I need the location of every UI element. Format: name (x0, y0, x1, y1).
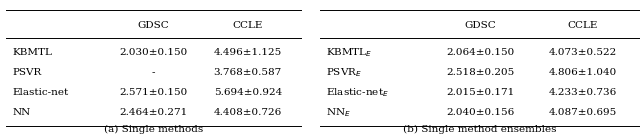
Text: Elastic-net$_E$: Elastic-net$_E$ (326, 86, 389, 99)
Text: 4.087±0.695: 4.087±0.695 (548, 108, 616, 117)
Text: NN$_E$: NN$_E$ (326, 106, 351, 119)
Text: 4.806±1.040: 4.806±1.040 (548, 68, 616, 77)
Text: Elastic-net: Elastic-net (12, 88, 68, 97)
Text: CCLE: CCLE (567, 21, 598, 30)
Text: 2.518±0.205: 2.518±0.205 (446, 68, 514, 77)
Text: 2.464±0.271: 2.464±0.271 (120, 108, 188, 117)
Text: 4.073±0.522: 4.073±0.522 (548, 48, 616, 57)
Text: 2.040±0.156: 2.040±0.156 (446, 108, 514, 117)
Text: 5.694±0.924: 5.694±0.924 (214, 88, 282, 97)
Text: PSVR$_E$: PSVR$_E$ (326, 66, 362, 79)
Text: (b) Single method ensembles: (b) Single method ensembles (403, 125, 557, 134)
Text: (a) Single methods: (a) Single methods (104, 125, 204, 134)
Text: GDSC: GDSC (464, 21, 496, 30)
Text: KBMTL$_E$: KBMTL$_E$ (326, 46, 373, 59)
Text: KBMTL: KBMTL (12, 48, 52, 57)
Text: 3.768±0.587: 3.768±0.587 (214, 68, 282, 77)
Text: PSVR: PSVR (12, 68, 42, 77)
Text: 2.064±0.150: 2.064±0.150 (446, 48, 514, 57)
Text: GDSC: GDSC (138, 21, 170, 30)
Text: 2.571±0.150: 2.571±0.150 (120, 88, 188, 97)
Text: 4.496±1.125: 4.496±1.125 (214, 48, 282, 57)
Text: 4.408±0.726: 4.408±0.726 (214, 108, 282, 117)
Text: 2.030±0.150: 2.030±0.150 (120, 48, 188, 57)
Text: 4.233±0.736: 4.233±0.736 (548, 88, 616, 97)
Text: NN: NN (12, 108, 31, 117)
Text: -: - (152, 68, 156, 77)
Text: 2.015±0.171: 2.015±0.171 (446, 88, 514, 97)
Text: CCLE: CCLE (232, 21, 263, 30)
